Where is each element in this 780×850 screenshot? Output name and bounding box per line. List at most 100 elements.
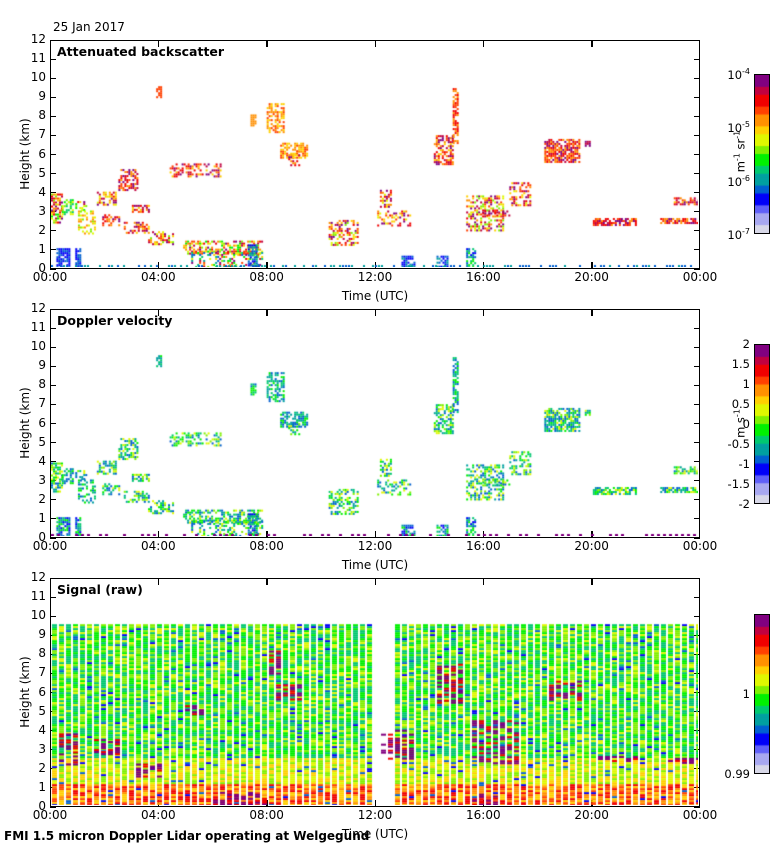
x-tick-label: 00:00	[32, 808, 68, 822]
y-tick-label: 9	[38, 89, 46, 104]
colorbar-tick-label: 0.5	[731, 397, 750, 411]
colorbar-tick-label: 1.5	[731, 357, 750, 371]
y-tick-label: 0	[38, 261, 46, 275]
y-tick-label: 10	[30, 70, 46, 85]
colorbar-tick-label: 10-5	[727, 120, 750, 136]
colorbar-tick-label: -0.5	[727, 437, 750, 451]
colorbar-tick-label: -1.5	[727, 477, 750, 491]
colorbar-tick-label: 10-6	[727, 173, 750, 189]
doppler-velocity-title: Doppler velocity	[57, 313, 173, 328]
y-tick-label: 8	[38, 646, 46, 661]
y-tick-label: 7	[38, 396, 46, 411]
doppler-velocity-colorbar	[754, 344, 770, 504]
y-tick-label: 3	[38, 203, 46, 218]
colorbar-tick-label: 0	[742, 417, 750, 431]
x-tick-label: 00:00	[682, 539, 718, 553]
y-tick-label: 0	[38, 530, 46, 544]
colorbar-gradient	[755, 615, 769, 773]
y-tick-label: 5	[38, 703, 46, 718]
colorbar-tick-label: 1	[742, 687, 750, 701]
x-tick-label: 00:00	[682, 270, 718, 284]
y-tick-label: 1	[38, 510, 46, 525]
y-tick-label: 5	[38, 434, 46, 449]
y-tick-label: 6	[38, 415, 46, 430]
signal-raw-heatmap	[51, 579, 698, 805]
x-tick-label: 12:00	[357, 539, 393, 553]
x-tick-label: 08:00	[249, 270, 284, 284]
attenuated-backscatter-colorbar	[754, 74, 770, 234]
x-tick-label: 04:00	[141, 539, 176, 553]
x-tick-label: 12:00	[357, 270, 393, 284]
y-tick-label: 4	[38, 453, 46, 468]
y-tick-label: 8	[38, 108, 46, 123]
attenuated-backscatter-title: Attenuated backscatter	[57, 44, 225, 59]
x-axis-label: Time (UTC)	[341, 558, 409, 572]
y-tick-label: 11	[30, 320, 46, 335]
attenuated-backscatter-heatmap	[51, 41, 698, 267]
x-axis-label: Time (UTC)	[341, 827, 409, 841]
y-tick-label: 1	[38, 779, 46, 794]
y-tick-label: 7	[38, 665, 46, 680]
y-axis-label: Height (km)	[18, 655, 32, 728]
y-tick-label: 9	[38, 627, 46, 642]
y-tick-label: 12	[30, 32, 46, 46]
signal-raw-panel: Signal (raw)	[50, 578, 700, 807]
y-tick-mark	[50, 537, 56, 539]
doppler-velocity-heatmap	[51, 310, 698, 536]
y-tick-label: 4	[38, 722, 46, 737]
x-tick-label: 04:00	[141, 270, 176, 284]
attenuated-backscatter-panel: Attenuated backscatter	[50, 40, 700, 269]
x-tick-label: 16:00	[466, 270, 501, 284]
y-tick-label: 6	[38, 146, 46, 161]
x-tick-label: 00:00	[32, 539, 68, 553]
x-tick-label: 00:00	[32, 270, 68, 284]
y-tick-label: 2	[38, 222, 46, 237]
colorbar-tick-label: 1	[742, 377, 750, 391]
y-tick-label: 7	[38, 127, 46, 142]
y-tick-label: 12	[30, 570, 46, 584]
x-tick-label: 12:00	[357, 808, 393, 822]
y-tick-label: 11	[30, 589, 46, 604]
x-tick-label: 08:00	[249, 808, 284, 822]
colorbar-gradient	[755, 345, 769, 503]
y-tick-label: 5	[38, 165, 46, 180]
y-tick-mark	[50, 268, 56, 270]
y-tick-mark-right	[694, 537, 700, 539]
signal-raw-colorbar	[754, 614, 770, 774]
x-tick-label: 20:00	[574, 539, 609, 553]
x-axis-label: Time (UTC)	[341, 289, 409, 303]
y-tick-label: 4	[38, 184, 46, 199]
y-tick-label: 3	[38, 741, 46, 756]
date-label: 25 Jan 2017	[53, 20, 125, 34]
y-tick-label: 2	[38, 491, 46, 506]
x-tick-label: 08:00	[249, 539, 284, 553]
x-tick-label: 20:00	[574, 808, 609, 822]
y-tick-mark-right	[694, 268, 700, 270]
colorbar-tick-label: -1	[738, 457, 750, 471]
y-tick-label: 0	[38, 799, 46, 813]
colorbar-gradient	[755, 75, 769, 233]
colorbar-tick-label: -2	[738, 497, 750, 511]
colorbar-unit-label: m-1 sr-1	[732, 130, 748, 173]
y-axis-label: Height (km)	[18, 386, 32, 459]
colorbar-tick-label: 2	[742, 337, 750, 351]
y-tick-label: 3	[38, 472, 46, 487]
y-tick-label: 1	[38, 241, 46, 256]
signal-raw-title: Signal (raw)	[57, 582, 143, 597]
colorbar-unit-label: m s-1	[732, 409, 748, 438]
footer-caption: FMI 1.5 micron Doppler Lidar operating a…	[4, 829, 370, 843]
y-tick-label: 6	[38, 684, 46, 699]
y-tick-mark	[50, 806, 56, 808]
x-tick-label: 00:00	[682, 808, 718, 822]
colorbar-tick-label: 10-7	[727, 227, 750, 242]
y-tick-label: 8	[38, 377, 46, 392]
y-tick-label: 10	[30, 608, 46, 623]
x-tick-label: 04:00	[141, 808, 176, 822]
y-tick-label: 2	[38, 760, 46, 775]
y-tick-mark-right	[694, 806, 700, 808]
y-tick-label: 9	[38, 358, 46, 373]
y-axis-label: Height (km)	[18, 117, 32, 190]
y-tick-label: 12	[30, 301, 46, 315]
y-tick-label: 10	[30, 339, 46, 354]
doppler-velocity-panel: Doppler velocity	[50, 309, 700, 538]
